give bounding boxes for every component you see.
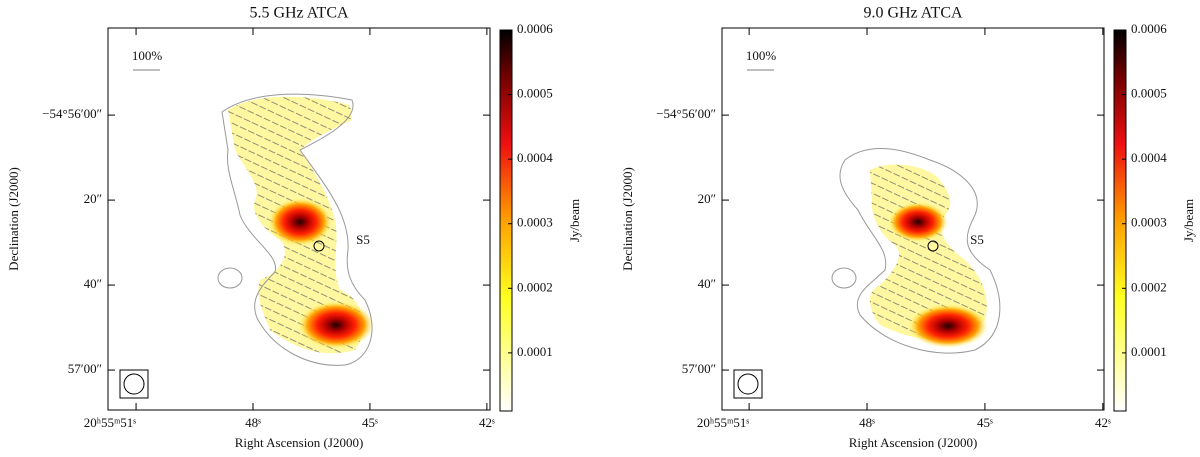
contour [221,93,373,366]
colorbar [499,29,513,412]
x-tick-label: 48ˢ [859,415,875,430]
x-tick-label: 45ˢ [362,415,378,430]
colorbar-tick-label: 0.0001 [1131,344,1167,359]
contour [831,267,857,289]
annotation: 100% [746,48,777,63]
y-axis-label: Declination (J2000) [6,167,21,271]
beam [737,373,759,395]
contour [217,267,243,289]
colorbar-tick-label: 0.0001 [517,344,553,359]
annotation: 100% [132,48,163,63]
x-tick-label: 20ʰ55ᵐ51ˢ [84,415,137,430]
x-axis-label: Right Ascension (J2000) [235,435,364,450]
contour [839,147,1001,354]
panel-title: 5.5 GHz ATCA [249,5,349,22]
beam [123,373,145,395]
emission-peak [908,304,988,348]
axes-frame [107,27,491,411]
colorbar-tick-label: 0.0003 [517,215,553,230]
y-tick-label: 57′00″ [682,361,716,376]
panel [119,69,374,399]
y-tick-label: 20″ [698,191,716,206]
colorbar-tick-label: 0.0002 [517,279,553,294]
x-tick-label: 20ʰ55ᵐ51ˢ [697,415,750,430]
annotation: S5 [970,232,984,247]
x-axis-label: Right Ascension (J2000) [849,435,978,450]
annotation: S5 [356,232,370,247]
colorbar-tick-label: 0.0004 [517,150,553,165]
y-tick-label: 40″ [84,276,102,291]
x-tick-label: 42ˢ [1095,415,1111,430]
y-tick-label: 20″ [84,191,102,206]
y-tick-label: 40″ [698,276,716,291]
emission-peak [888,202,948,242]
emission-peak [298,301,374,349]
y-tick-label: −54°56′00″ [656,106,716,121]
colorbar-tick-label: 0.0005 [1131,86,1167,101]
beam-box [733,369,763,399]
beam-box [119,369,149,399]
colorbar-tick-label: 0.0004 [1131,150,1167,165]
colorbar-tick-label: 0.0002 [1131,279,1167,294]
colorbar-tick-label: 0.0005 [517,86,553,101]
colorbar-label: Jy/beam [1181,199,1196,242]
x-tick-label: 48ˢ [245,415,261,430]
colorbar-tick-label: 0.0006 [1131,21,1167,36]
colorbar-tick-label: 0.0006 [517,21,553,36]
source-marker [927,240,939,252]
axes-frame [721,27,1105,411]
y-axis-label: Declination (J2000) [620,167,635,271]
colorbar [1113,29,1127,412]
panel-title: 9.0 GHz ATCA [863,5,963,22]
source-marker [313,240,325,252]
colorbar-tick-label: 0.0003 [1131,215,1167,230]
y-tick-label: −54°56′00″ [42,106,102,121]
colorbar-label: Jy/beam [567,199,582,242]
emission-peak [268,198,332,246]
panel [733,69,1001,399]
y-tick-label: 57′00″ [68,361,102,376]
x-tick-label: 45ˢ [977,415,993,430]
x-tick-label: 42ˢ [479,415,495,430]
